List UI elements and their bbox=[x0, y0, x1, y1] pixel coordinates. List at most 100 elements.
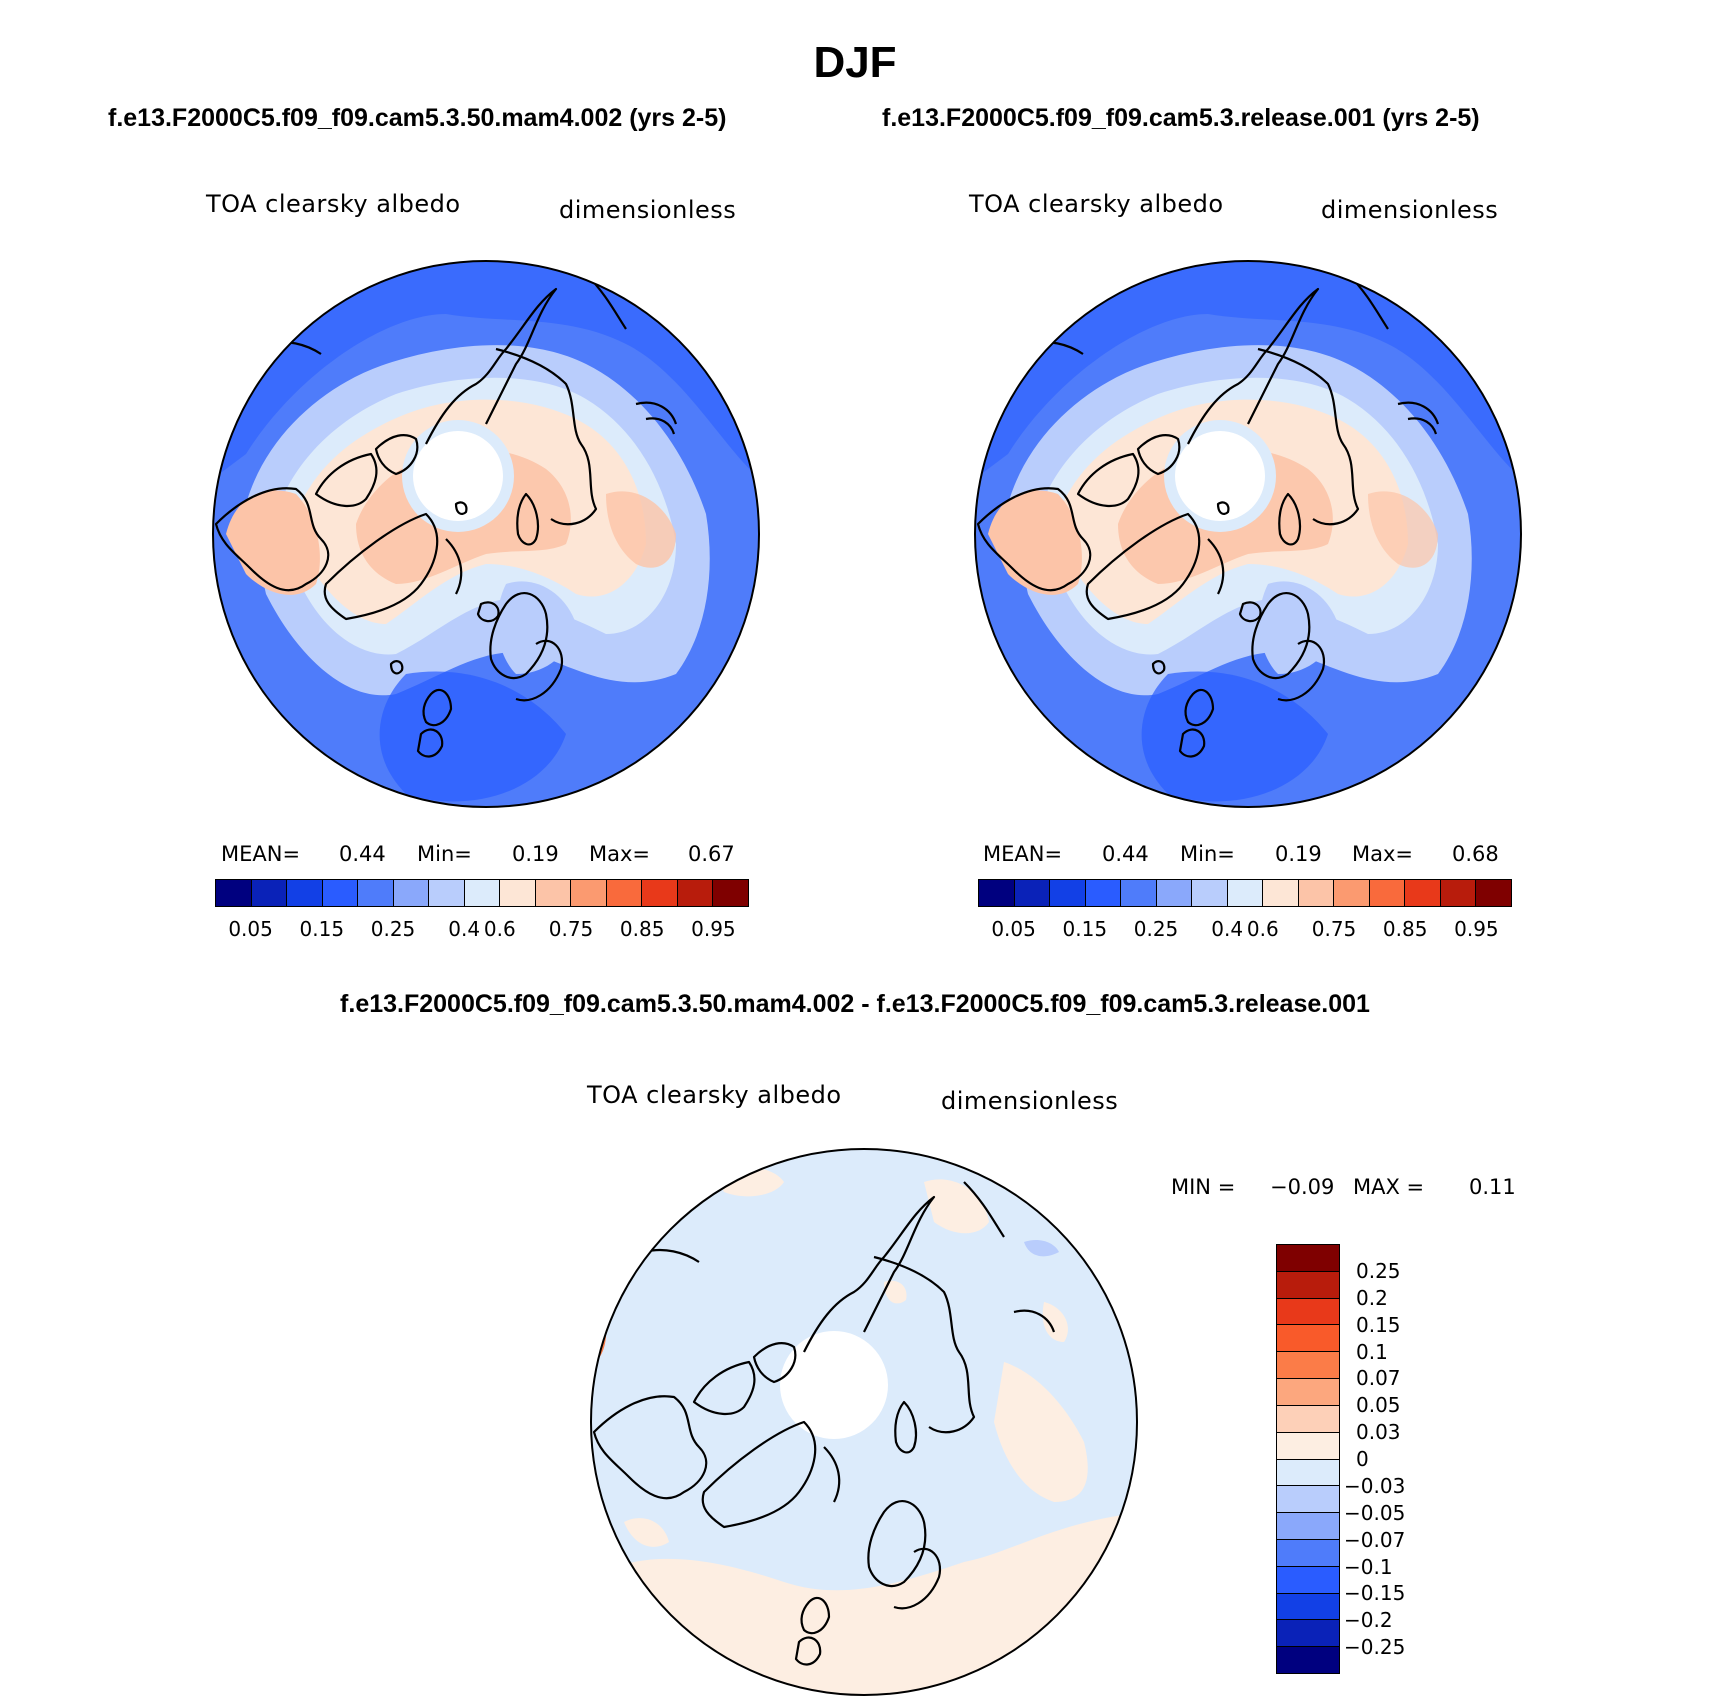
colorbar-swatch bbox=[1277, 1271, 1339, 1299]
difference-max-value: 0.11 bbox=[1469, 1175, 1516, 1199]
colorbar-tick-label: 0.4 bbox=[448, 917, 481, 941]
colorbar-swatch bbox=[1156, 880, 1193, 906]
min-label: Min= bbox=[417, 842, 472, 866]
colorbar-swatch bbox=[979, 880, 1015, 906]
colorbar-tick-label: 0.25 bbox=[1356, 1258, 1401, 1283]
colorbar-tick-label: 0.75 bbox=[548, 917, 594, 941]
colorbar-swatch bbox=[1277, 1432, 1339, 1460]
colorbar-swatch bbox=[1277, 1566, 1339, 1594]
colorbar-swatch bbox=[1277, 1405, 1339, 1433]
colorbar-swatch bbox=[642, 880, 678, 906]
difference-variable-label: TOA clearsky albedo bbox=[587, 1081, 842, 1109]
polar-map-right bbox=[974, 260, 1522, 808]
colorbar-swatch bbox=[322, 880, 359, 906]
colorbar-tick-label: 0.05 bbox=[991, 917, 1036, 941]
mean-label: MEAN= bbox=[983, 842, 1063, 866]
panel-variable-label: TOA clearsky albedo bbox=[206, 190, 461, 218]
difference-title: f.e13.F2000C5.f09_f09.cam5.3.50.mam4.002… bbox=[340, 990, 1370, 1018]
colorbar-tick-label: 0.6 bbox=[1246, 917, 1279, 941]
colorbar-swatch bbox=[464, 880, 501, 906]
colorbar-tick-label: −0.07 bbox=[1344, 1527, 1406, 1552]
colorbar-swatch bbox=[713, 880, 748, 906]
difference-min-label: MIN = bbox=[1171, 1175, 1236, 1199]
colorbar-swatch bbox=[1263, 880, 1299, 906]
colorbar-difference bbox=[1276, 1244, 1340, 1674]
colorbar-tick-label: 0.95 bbox=[691, 917, 736, 941]
colorbar-tick-label: 0.03 bbox=[1356, 1420, 1401, 1445]
colorbar-swatch bbox=[393, 880, 430, 906]
colorbar-tick-label: −0.03 bbox=[1344, 1473, 1406, 1498]
case-title-right: f.e13.F2000C5.f09_f09.cam5.3.release.001… bbox=[882, 104, 1480, 132]
max-value: 0.68 bbox=[1452, 842, 1499, 866]
colorbar-swatch bbox=[1334, 880, 1370, 906]
colorbar-tick-label: −0.25 bbox=[1344, 1635, 1406, 1660]
colorbar-swatch bbox=[429, 880, 465, 906]
difference-max-label: MAX = bbox=[1353, 1175, 1425, 1199]
colorbar-tick-label: 0.6 bbox=[483, 917, 516, 941]
colorbar-tick-label: 0 bbox=[1356, 1447, 1369, 1471]
colorbar-swatch bbox=[1277, 1459, 1339, 1487]
panel-variable-label: TOA clearsky albedo bbox=[969, 190, 1224, 218]
colorbar-swatch bbox=[1121, 880, 1157, 906]
colorbar-swatch bbox=[1369, 880, 1406, 906]
polar-map-difference bbox=[590, 1148, 1138, 1696]
difference-units-label: dimensionless bbox=[941, 1087, 1119, 1115]
colorbar-left bbox=[215, 879, 749, 907]
colorbar-swatch bbox=[216, 880, 252, 906]
colorbar-tick-label: 0.15 bbox=[299, 917, 345, 941]
colorbar-swatch bbox=[1277, 1379, 1339, 1406]
colorbar-swatch bbox=[1277, 1593, 1339, 1621]
mean-value: 0.44 bbox=[1102, 842, 1149, 866]
colorbar-swatch bbox=[571, 880, 607, 906]
min-value: 0.19 bbox=[512, 842, 559, 866]
mean-label: MEAN= bbox=[221, 842, 301, 866]
colorbar-swatch bbox=[1277, 1325, 1339, 1353]
colorbar-swatch bbox=[251, 880, 288, 906]
colorbar-tick-label: 0.75 bbox=[1311, 917, 1357, 941]
colorbar-swatch bbox=[1227, 880, 1264, 906]
colorbar-tick-label: 0.85 bbox=[1382, 917, 1428, 941]
difference-min-value: −0.09 bbox=[1270, 1175, 1335, 1199]
colorbar-swatch bbox=[358, 880, 394, 906]
colorbar-swatch bbox=[535, 880, 572, 906]
colorbar-tick-label: −0.2 bbox=[1344, 1608, 1393, 1633]
max-value: 0.67 bbox=[688, 842, 735, 866]
min-label: Min= bbox=[1180, 842, 1235, 866]
colorbar-swatch bbox=[1277, 1647, 1339, 1673]
colorbar-swatch bbox=[1277, 1486, 1339, 1514]
colorbar-tick-label: 0.4 bbox=[1211, 917, 1244, 941]
polar-map-left bbox=[212, 260, 760, 808]
colorbar-swatch bbox=[606, 880, 643, 906]
mean-value: 0.44 bbox=[339, 842, 386, 866]
colorbar-swatch bbox=[1085, 880, 1122, 906]
panel-units-label: dimensionless bbox=[1321, 196, 1499, 224]
colorbar-tick-label: 0.1 bbox=[1356, 1339, 1388, 1364]
colorbar-swatch bbox=[1014, 880, 1051, 906]
colorbar-swatch bbox=[1277, 1513, 1339, 1540]
colorbar-tick-label: 0.25 bbox=[370, 917, 416, 941]
colorbar-tick-label: −0.05 bbox=[1344, 1500, 1406, 1525]
colorbar-swatch bbox=[1440, 880, 1477, 906]
colorbar-tick-label: −0.1 bbox=[1344, 1554, 1393, 1579]
page-title: DJF bbox=[813, 38, 897, 87]
case-title-left: f.e13.F2000C5.f09_f09.cam5.3.50.mam4.002… bbox=[108, 104, 727, 132]
colorbar-tick-label: 0.85 bbox=[619, 917, 665, 941]
panel-units-label: dimensionless bbox=[559, 196, 737, 224]
max-label: Max= bbox=[589, 842, 651, 866]
colorbar-swatch bbox=[1277, 1352, 1339, 1380]
colorbar-tick-label: 0.15 bbox=[1356, 1312, 1401, 1337]
colorbar-swatch bbox=[1277, 1539, 1339, 1567]
colorbar-swatch bbox=[287, 880, 323, 906]
colorbar-tick-label: 0.25 bbox=[1133, 917, 1179, 941]
colorbar-tick-label: 0.2 bbox=[1356, 1285, 1388, 1310]
colorbar-tick-label: 0.95 bbox=[1454, 917, 1499, 941]
colorbar-swatch bbox=[1405, 880, 1441, 906]
colorbar-swatch bbox=[677, 880, 714, 906]
max-label: Max= bbox=[1352, 842, 1414, 866]
colorbar-right bbox=[978, 879, 1512, 907]
colorbar-tick-label: 0.07 bbox=[1356, 1366, 1401, 1391]
colorbar-swatch bbox=[1277, 1620, 1339, 1648]
colorbar-swatch bbox=[500, 880, 536, 906]
colorbar-swatch bbox=[1050, 880, 1086, 906]
colorbar-tick-label: 0.15 bbox=[1062, 917, 1108, 941]
